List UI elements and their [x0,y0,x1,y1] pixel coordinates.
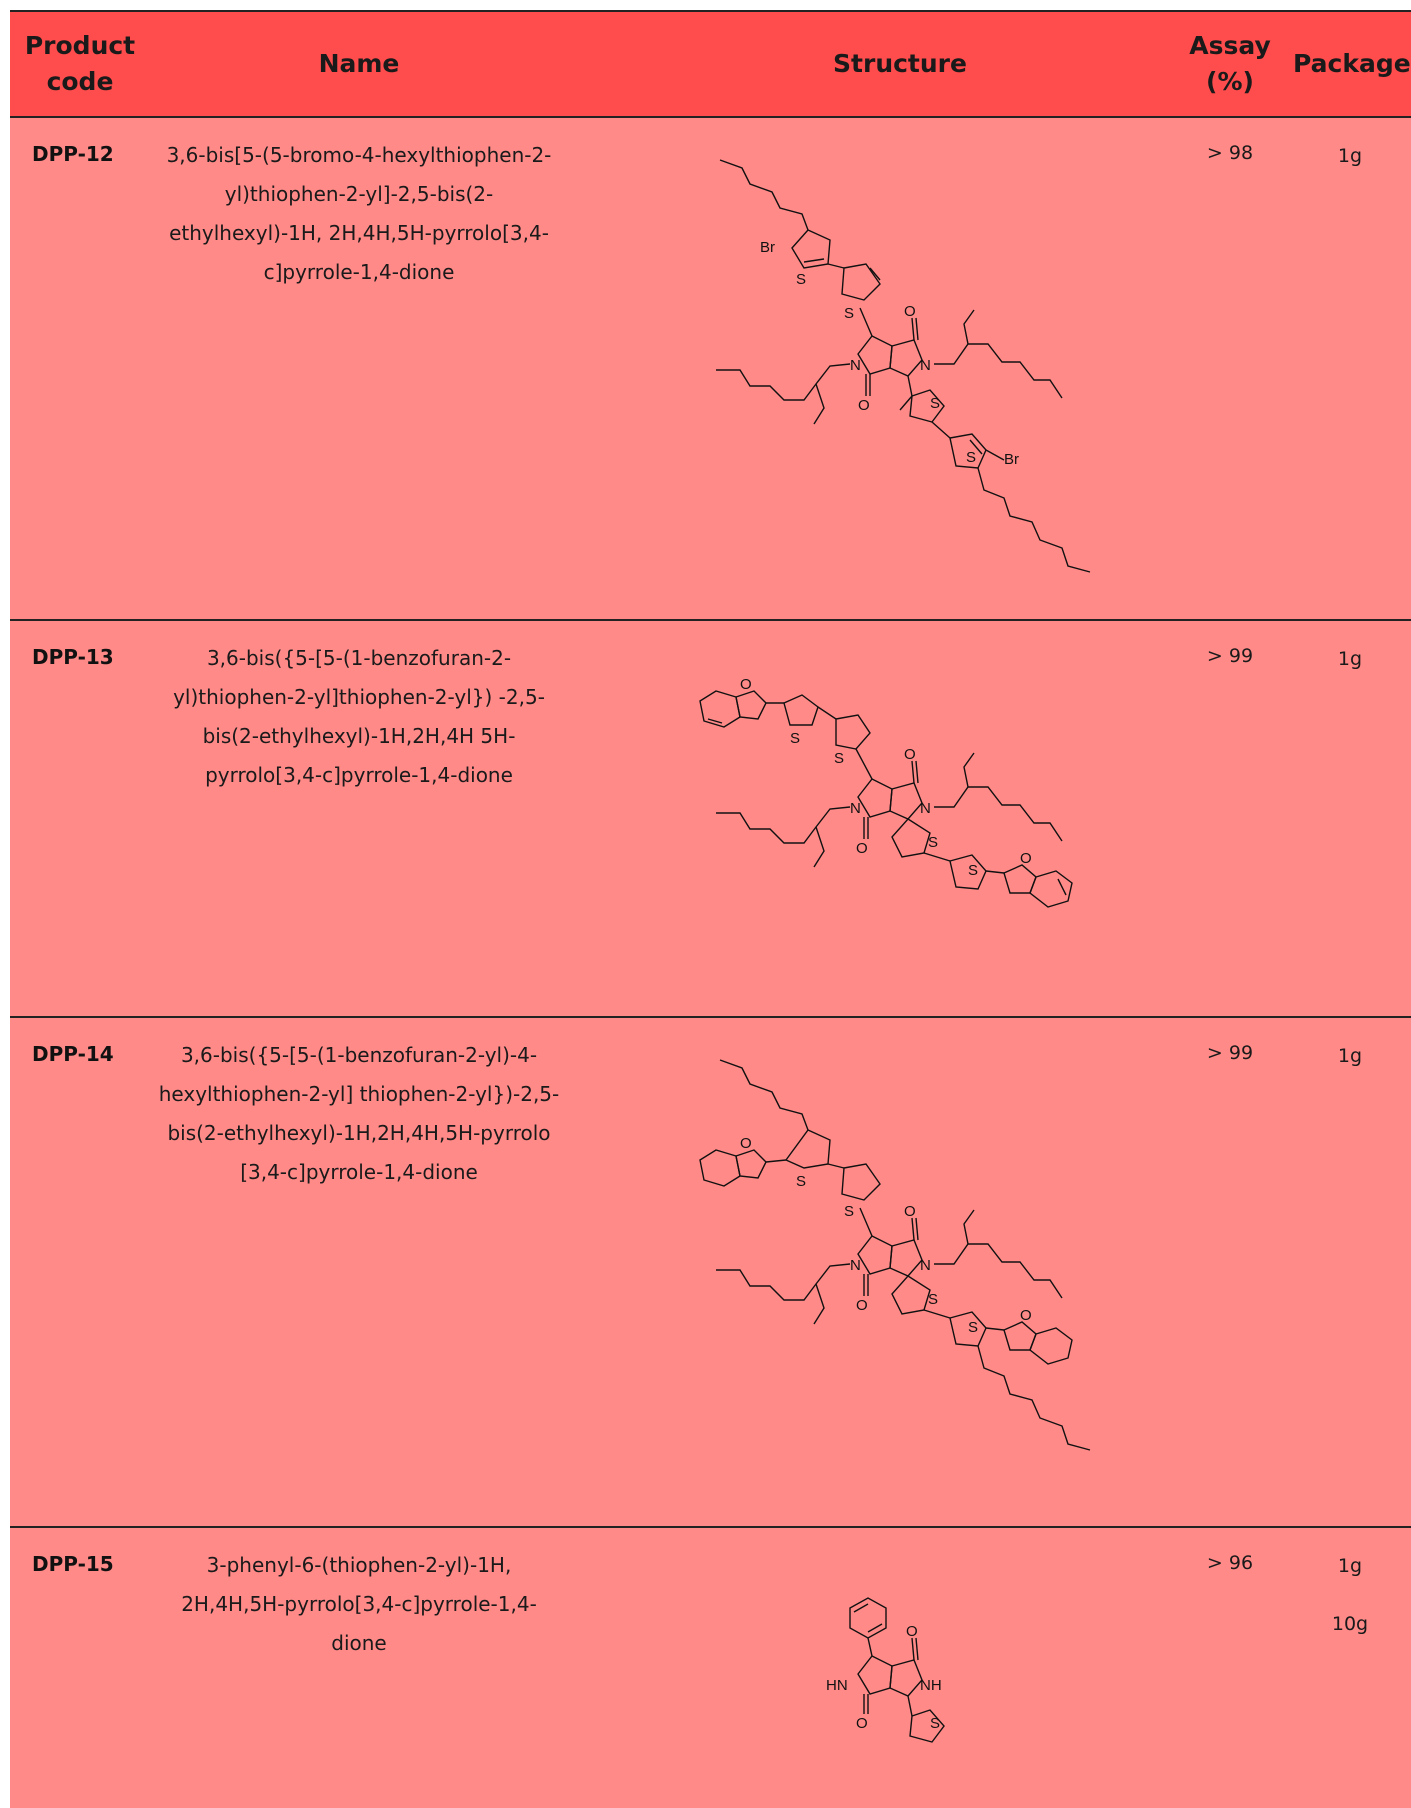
product-table: Product code Name Structure Assay (%) Pa… [10,10,1411,1808]
svg-text:O: O [740,676,752,693]
product-code: DPP-13 [32,645,114,669]
package-size: 1g [1337,648,1363,670]
svg-text:O: O [856,1297,868,1314]
header-package: Package [1293,49,1411,78]
svg-text:Br: Br [760,239,775,256]
table-header: Product code Name Structure Assay (%) Pa… [10,10,1411,118]
svg-text:O: O [856,840,868,857]
assay-value: > 99 [1206,645,1254,667]
package-size: 10g [1331,1613,1369,1635]
svg-text:O: O [740,1135,752,1152]
svg-text:S: S [844,1203,854,1220]
svg-text:S: S [930,395,940,412]
svg-text:S: S [796,1173,806,1190]
svg-text:N: N [850,800,861,817]
package-size: 1g [1337,1045,1363,1067]
assay-value: > 99 [1206,1042,1254,1064]
svg-text:N: N [920,800,931,817]
header-name: Name [318,49,400,78]
table-row: DPP-13 3,6-bis({5-[5-(1-benzofuran-2-yl)… [10,621,1411,1018]
svg-text:N: N [920,357,931,374]
svg-text:S: S [796,271,806,288]
product-name: 3,6-bis({5-[5-(1-benzofuran-2-yl)thiophe… [173,646,545,787]
svg-text:O: O [904,1203,916,1220]
svg-text:S: S [930,1715,940,1732]
svg-text:O: O [856,1715,868,1732]
svg-text:O: O [904,746,916,763]
product-name: 3,6-bis({5-[5-(1-benzofuran-2-yl)-4-hexy… [158,1043,560,1184]
svg-text:N: N [850,1257,861,1274]
svg-text:S: S [928,834,938,851]
svg-text:Br: Br [1004,451,1019,468]
svg-text:S: S [968,1319,978,1336]
svg-text:N: N [850,357,861,374]
product-name: 3,6-bis[5-(5-bromo-4-hexylthiophen-2-yl)… [166,143,552,284]
dpp-13-structure-image: O S S O N N O [699,676,1073,908]
svg-text:O: O [858,397,870,414]
package-size: 1g [1337,145,1363,167]
product-code: DPP-15 [32,1552,114,1576]
product-name: 3-phenyl-6-(thiophen-2-yl)-1H, 2H,4H,5H-… [181,1553,537,1655]
product-code: DPP-14 [32,1042,114,1066]
svg-text:NH: NH [920,1677,942,1694]
product-code: DPP-12 [32,142,114,166]
package-cell: 1g [1295,621,1405,703]
dpp-12-structure-image: Br S S O N N O [716,159,1091,573]
package-size: 1g [1337,1555,1363,1577]
table-row: DPP-14 3,6-bis({5-[5-(1-benzofuran-2-yl)… [10,1018,1411,1528]
package-cell: 1g 10g [1295,1528,1405,1668]
svg-text:S: S [968,862,978,879]
svg-text:O: O [904,303,916,320]
svg-text:O: O [1020,1307,1032,1324]
header-assay: Assay (%) [1189,31,1271,96]
table-row: DPP-15 3-phenyl-6-(thiophen-2-yl)-1H, 2H… [10,1528,1411,1808]
svg-text:S: S [928,1291,938,1308]
table-row: DPP-12 3,6-bis[5-(5-bromo-4-hexylthiophe… [10,118,1411,621]
header-structure: Structure [833,49,967,78]
svg-text:S: S [834,750,844,767]
assay-value: > 96 [1206,1552,1254,1574]
svg-text:O: O [906,1623,918,1640]
header-product-code: Product code [24,31,136,96]
svg-text:N: N [920,1257,931,1274]
svg-text:S: S [844,305,854,322]
svg-text:S: S [966,449,976,466]
package-cell: 1g [1295,118,1405,200]
dpp-14-structure-image: O S S O N N O [699,1059,1091,1451]
assay-value: > 98 [1206,142,1254,164]
svg-text:S: S [790,730,800,747]
svg-text:HN: HN [826,1677,848,1694]
package-cell: 1g [1295,1018,1405,1100]
dpp-15-structure-image: O HN NH O S [826,1597,945,1743]
svg-text:O: O [1020,850,1032,867]
